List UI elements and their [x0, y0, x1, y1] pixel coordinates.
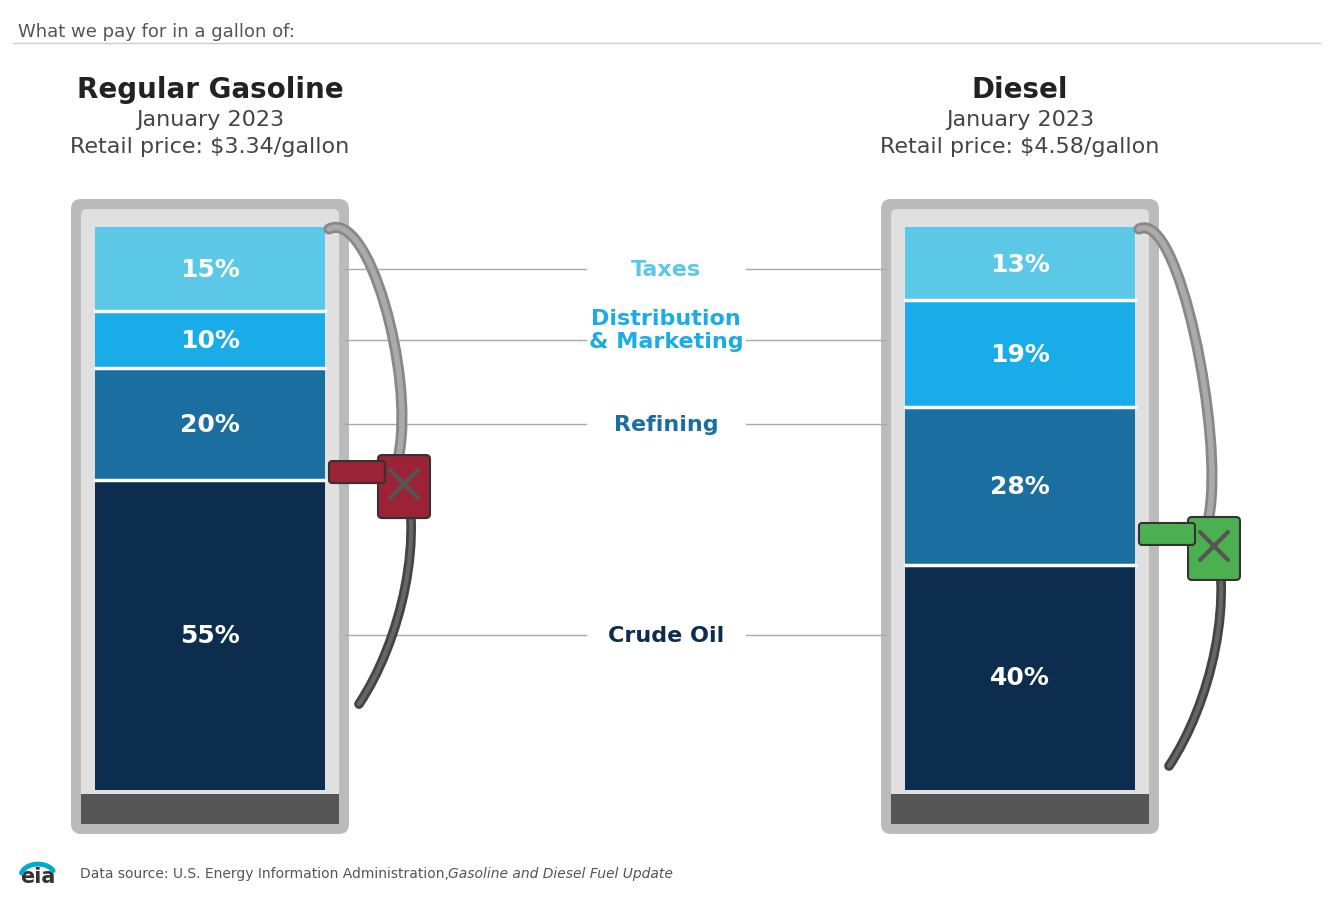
Bar: [95, 481, 325, 790]
Bar: [905, 565, 1134, 790]
Text: Retail price: $3.34/gallon: Retail price: $3.34/gallon: [71, 137, 349, 157]
FancyBboxPatch shape: [81, 210, 339, 824]
FancyBboxPatch shape: [1138, 524, 1194, 545]
Text: 10%: 10%: [180, 328, 240, 352]
FancyBboxPatch shape: [329, 461, 385, 483]
Text: Refining: Refining: [613, 414, 718, 435]
Text: 40%: 40%: [990, 665, 1050, 689]
Text: 15%: 15%: [180, 258, 240, 282]
FancyBboxPatch shape: [71, 199, 349, 834]
Text: Distribution
& Marketing: Distribution & Marketing: [589, 309, 744, 352]
Text: Retail price: $4.58/gallon: Retail price: $4.58/gallon: [880, 137, 1160, 157]
Text: 20%: 20%: [180, 413, 240, 437]
Text: Gasoline and Diesel Fuel Update: Gasoline and Diesel Fuel Update: [448, 866, 673, 880]
Text: 28%: 28%: [990, 474, 1050, 498]
Bar: [890, 794, 1149, 824]
Text: Regular Gasoline: Regular Gasoline: [77, 76, 344, 104]
Text: Data source: U.S. Energy Information Administration,: Data source: U.S. Energy Information Adm…: [80, 866, 453, 880]
Text: What we pay for in a gallon of:: What we pay for in a gallon of:: [19, 23, 295, 41]
Bar: [905, 301, 1134, 408]
Text: Taxes: Taxes: [631, 260, 701, 280]
FancyBboxPatch shape: [890, 210, 1149, 824]
FancyBboxPatch shape: [1188, 517, 1240, 581]
Bar: [95, 228, 325, 312]
Bar: [905, 408, 1134, 565]
Text: 13%: 13%: [990, 253, 1050, 277]
Text: eia: eia: [20, 866, 56, 886]
Text: January 2023: January 2023: [136, 110, 284, 130]
Text: 55%: 55%: [180, 623, 240, 648]
Bar: [95, 312, 325, 369]
Bar: [95, 369, 325, 481]
Text: January 2023: January 2023: [946, 110, 1094, 130]
Text: 19%: 19%: [990, 342, 1050, 367]
FancyBboxPatch shape: [881, 199, 1158, 834]
Text: Diesel: Diesel: [972, 76, 1068, 104]
Text: Crude Oil: Crude Oil: [608, 626, 724, 645]
FancyBboxPatch shape: [379, 456, 431, 518]
Bar: [905, 228, 1134, 301]
Bar: [81, 794, 339, 824]
